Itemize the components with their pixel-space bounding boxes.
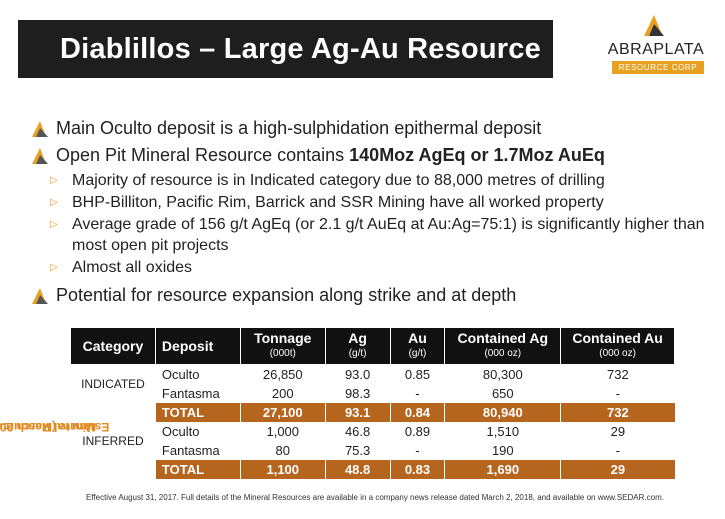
bullet-text: Main Oculto deposit is a high-sulphidati… <box>56 118 542 138</box>
deposit-cell: Oculto <box>154 364 241 384</box>
bullet-list: Main Oculto deposit is a high-sulphidati… <box>30 115 710 309</box>
category-cell: INDICATED <box>70 364 156 403</box>
tonnage-cell: 1,000 <box>239 421 326 441</box>
bullet-highlight: 140Moz AgEq or 1.7Moz AuEq <box>349 145 605 165</box>
au-cell: - <box>389 440 445 460</box>
title-bar: Diablillos – Large Ag-Au Resource <box>18 20 553 78</box>
ag-cell: 93.0 <box>324 364 391 384</box>
total-row: TOTAL 27,100 93.1 0.84 80,940 732 <box>70 402 675 422</box>
ag-cell: 46.8 <box>324 421 391 441</box>
bullet-item: Potential for resource expansion along s… <box>30 282 710 309</box>
column-header: Deposit <box>154 327 241 365</box>
column-header: Contained Au (000 oz) <box>560 327 675 365</box>
au-cell: 0.83 <box>389 459 445 479</box>
company-logo: ABRAPLATA RESOURCE CORP <box>600 14 712 84</box>
contained-ag-cell: 80,940 <box>444 402 561 422</box>
au-cell: - <box>389 383 445 403</box>
triangle-right-icon: ▷ <box>50 197 58 208</box>
bullet-text: Open Pit Mineral Resource contains 140Mo… <box>56 145 605 165</box>
sub-bullet-text: BHP-Billiton, Pacific Rim, Barrick and S… <box>72 194 604 211</box>
contained-ag-cell: 1,510 <box>444 421 561 441</box>
contained-ag-cell: 190 <box>444 440 561 460</box>
column-header: Au (g/t) <box>389 327 446 365</box>
tonnage-cell: 80 <box>239 440 326 460</box>
contained-au-cell: 732 <box>560 402 675 422</box>
resource-table: Category Deposit Tonnage (000t) Ag (g/t) A… <box>70 327 675 479</box>
contained-au-cell: - <box>560 383 675 403</box>
bullet-item: Open Pit Mineral Resource contains 140Mo… <box>30 142 710 169</box>
tonnage-cell: 26,850 <box>239 364 326 384</box>
column-header: Category <box>70 327 156 365</box>
abraplata-logo-icon <box>644 15 664 36</box>
total-label: TOTAL <box>154 402 241 422</box>
tonnage-cell: 1,100 <box>239 459 326 479</box>
column-header: Contained Ag (000 oz) <box>444 327 562 365</box>
slide-title: Diablillos – Large Ag-Au Resource <box>60 32 541 65</box>
ag-cell: 98.3 <box>324 383 391 403</box>
logo-tagline: RESOURCE CORP <box>612 61 704 74</box>
ag-cell: 75.3 <box>324 440 391 460</box>
contained-au-cell: 732 <box>560 364 675 384</box>
contained-ag-cell: 1,690 <box>444 459 561 479</box>
sub-bullet-text: Average grade of 156 g/t AgEq (or 2.1 g/… <box>72 216 705 254</box>
sub-bullet-item: ▷ BHP-Billiton, Pacific Rim, Barrick and… <box>50 192 710 213</box>
ag-cell: 48.8 <box>324 459 391 479</box>
sub-bullet-item: ▷ Average grade of 156 g/t AgEq (or 2.1 … <box>50 214 710 256</box>
footnote: Effective August 31, 2017. Full details … <box>86 493 664 502</box>
abraplata-logo-icon <box>32 287 48 304</box>
contained-au-cell: 29 <box>560 459 675 479</box>
sub-bullet-item: ▷ Majority of resource is in Indicated c… <box>50 170 710 191</box>
triangle-right-icon: ▷ <box>50 175 58 186</box>
table-row: Fantasma 80 75.3 - 190 - <box>71 440 675 460</box>
sub-bullet-text: Almost all oxides <box>72 259 193 276</box>
column-header: Tonnage (000t) <box>239 327 326 365</box>
tonnage-cell: 27,100 <box>239 402 326 422</box>
tonnage-cell: 200 <box>239 383 326 403</box>
ag-cell: 93.1 <box>324 402 391 422</box>
contained-ag-cell: 650 <box>444 383 561 403</box>
deposit-cell: Fantasma <box>154 383 241 403</box>
triangle-right-icon: ▷ <box>50 219 58 230</box>
bullet-text: Potential for resource expansion along s… <box>56 285 517 305</box>
sub-bullet-text: Majority of resource is in Indicated cat… <box>72 172 605 189</box>
sub-bullet-item: ▷ Almost all oxides <box>50 257 710 278</box>
deposit-cell: Oculto <box>154 421 241 441</box>
table-row: INDICATED Oculto 26,850 93.0 0.85 80,300… <box>70 364 675 403</box>
deposit-cell: Fantasma <box>154 440 241 460</box>
triangle-right-icon: ▷ <box>50 262 58 273</box>
au-cell: 0.89 <box>389 421 445 441</box>
bullet-item: Main Oculto deposit is a high-sulphidati… <box>30 115 710 142</box>
au-cell: 0.85 <box>389 364 445 384</box>
column-header: Ag (g/t) <box>324 327 391 365</box>
contained-au-cell: - <box>560 440 675 460</box>
au-cell: 0.84 <box>389 402 445 422</box>
total-label: TOTAL <box>154 459 241 479</box>
category-cell: INFERRED <box>70 421 156 460</box>
table-row: INFERRED Oculto 1,000 46.8 0.89 1,510 29 <box>70 421 675 460</box>
abraplata-logo-icon <box>32 147 48 164</box>
contained-ag-cell: 80,300 <box>444 364 561 384</box>
logo-name: ABRAPLATA <box>607 41 705 58</box>
abraplata-logo-icon <box>32 120 48 137</box>
table-header-row: Category Deposit Tonnage (000t) Ag (g/t) A… <box>70 327 675 365</box>
contained-au-cell: 29 <box>560 421 675 441</box>
table-row: Fantasma 200 98.3 - 650 - <box>71 383 675 403</box>
total-row: TOTAL 1,100 48.8 0.83 1,690 29 <box>70 459 675 479</box>
